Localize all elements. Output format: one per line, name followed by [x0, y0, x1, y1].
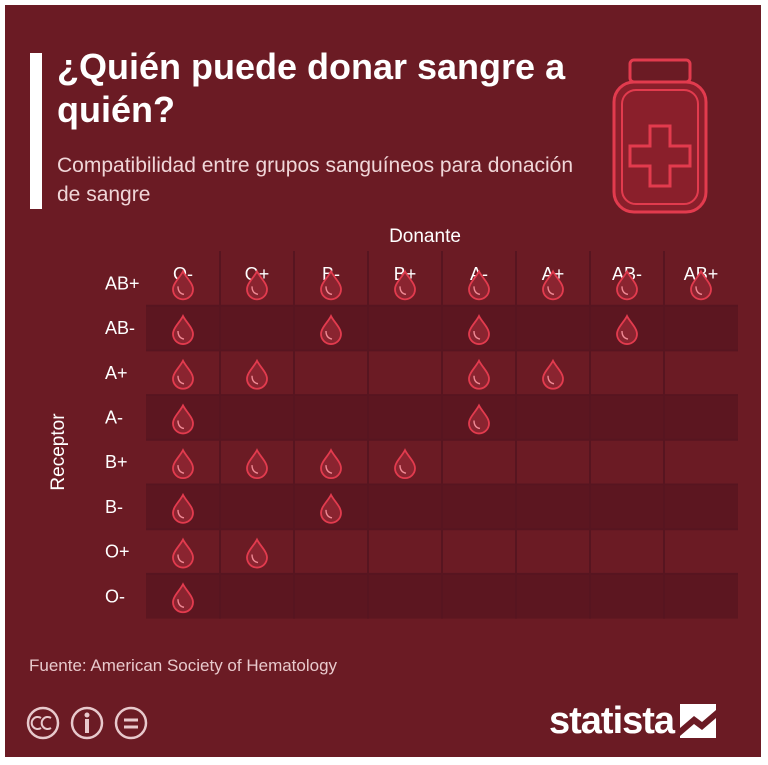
- drop-highlight: [473, 420, 481, 430]
- drop-highlight: [177, 465, 185, 474]
- blood-drop-icon: [172, 492, 194, 524]
- blood-drop-icon: [246, 448, 268, 480]
- blood-drop-icon: [246, 269, 268, 301]
- receptor-tick-label: B-: [105, 497, 123, 517]
- blood-drop-icon: [172, 582, 194, 614]
- drop-highlight: [177, 286, 185, 296]
- blood-drop-icon: [542, 358, 564, 390]
- blood-drop-icon: [172, 314, 194, 345]
- blood-drop-icon: [616, 269, 638, 301]
- drop-highlight: [177, 554, 185, 564]
- blood-drop-icon: [468, 403, 490, 435]
- drop-highlight: [177, 509, 185, 519]
- drop-highlight: [177, 375, 185, 385]
- no-derivatives-icon: [114, 706, 148, 740]
- receptor-tick-label: A-: [105, 407, 123, 427]
- blood-drop-icon: [394, 448, 416, 480]
- blood-drop-icon: [172, 269, 194, 301]
- blood-drop-icon: [246, 358, 268, 390]
- compatibility-matrix: O-O+B-B+A-A+AB-AB+AB+AB-A+A-B+B-O+O-: [105, 251, 738, 619]
- drop-highlight: [473, 286, 481, 296]
- blood-drop-icon: [468, 314, 490, 345]
- attribution-icon: [70, 706, 104, 740]
- drop-highlight: [251, 465, 259, 474]
- drop-highlight: [177, 420, 185, 430]
- accent-bar: [30, 53, 42, 209]
- blood-drop-icon: [172, 537, 194, 569]
- drop-highlight: [251, 286, 259, 296]
- receptor-tick-label: AB-: [105, 318, 135, 338]
- chart-subtitle: Compatibilidad entre grupos sanguíneos p…: [57, 154, 574, 206]
- drop-highlight: [325, 286, 333, 296]
- drop-highlight: [399, 286, 407, 296]
- drop-highlight: [177, 599, 185, 608]
- blood-drop-icon: [320, 492, 342, 524]
- chart-title: ¿Quién puede donar sangre a quién?: [57, 46, 566, 130]
- blood-drop-icon: [394, 269, 416, 301]
- drop-highlight: [325, 465, 333, 474]
- receptor-tick-label: O-: [105, 586, 125, 606]
- drop-highlight: [399, 465, 407, 474]
- receptor-tick-label: O+: [105, 542, 130, 562]
- blood-drop-icon: [468, 358, 490, 390]
- drop-highlight: [325, 509, 333, 519]
- logo-wordmark: statista: [549, 699, 675, 742]
- receptor-tick-label: B+: [105, 452, 128, 472]
- blood-drop-icon: [616, 314, 638, 345]
- blood-drop-icon: [172, 358, 194, 390]
- blood-bag-icon: [612, 58, 708, 214]
- blood-drop-icon: [320, 314, 342, 345]
- x-axis-label: Donante: [389, 226, 461, 247]
- drop-highlight: [547, 286, 555, 296]
- blood-drop-icon: [172, 448, 194, 480]
- statista-mark-icon: [680, 704, 717, 738]
- cc-icon: [26, 706, 60, 740]
- receptor-tick-label: AB+: [105, 273, 140, 293]
- infographic-card: ¿Quién puede donar sangre a quién? Compa…: [5, 5, 761, 757]
- blood-drop-icon: [690, 269, 712, 301]
- blood-drop-icon: [542, 269, 564, 301]
- drop-highlight: [177, 331, 185, 340]
- blood-drop-icon: [246, 537, 268, 569]
- receptor-tick-label: A+: [105, 363, 128, 383]
- drop-highlight: [473, 375, 481, 385]
- blood-drop-icon: [320, 448, 342, 480]
- source-note: Fuente: American Society of Hematology: [29, 656, 338, 675]
- drop-highlight: [325, 331, 333, 340]
- statista-logo: statista: [549, 699, 717, 743]
- drop-highlight: [251, 554, 259, 564]
- drop-highlight: [547, 375, 555, 385]
- drop-highlight: [473, 331, 481, 340]
- drop-highlight: [621, 331, 629, 340]
- drop-highlight: [251, 375, 259, 385]
- drop-highlight: [621, 286, 629, 296]
- creative-commons-icons: [26, 706, 148, 740]
- blood-drop-icon: [320, 269, 342, 301]
- drop-highlight: [695, 286, 703, 296]
- blood-drop-icon: [172, 403, 194, 435]
- blood-drop-icon: [468, 269, 490, 301]
